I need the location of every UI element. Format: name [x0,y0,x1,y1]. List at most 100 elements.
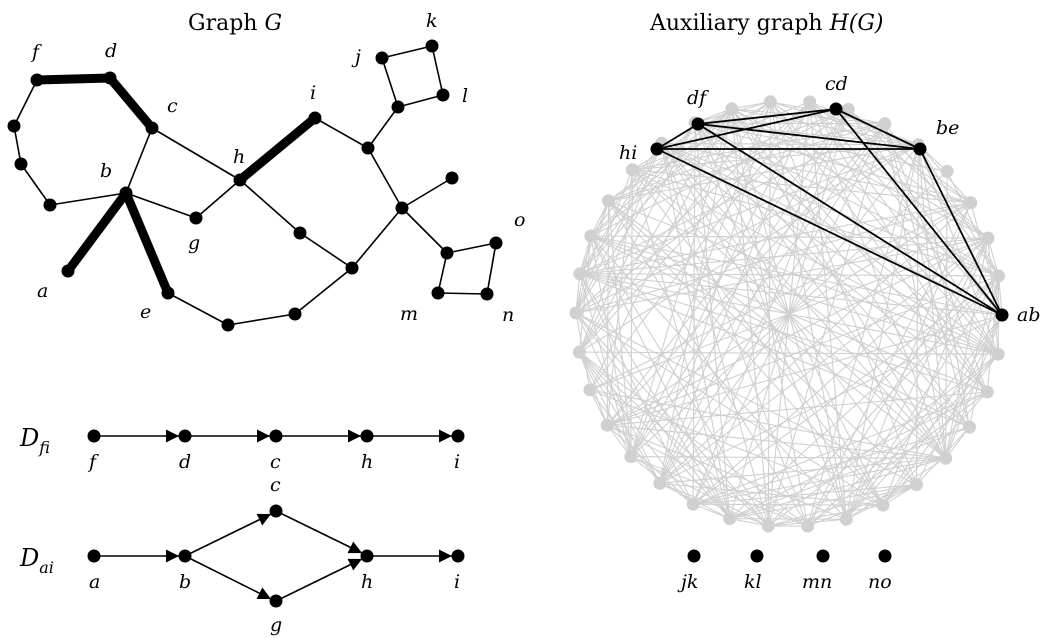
aux-faded-edge [575,312,731,519]
aux-faded-edge [731,108,847,520]
d-ai-label-c: c [270,474,281,496]
graph-g: Graph G [7,10,525,332]
aux-node-df [691,117,705,131]
aux-faded-edge [590,235,999,355]
vertex [14,157,28,171]
d-fi-node-f [87,429,101,443]
d-ai-node-b [178,549,192,563]
aux-faded-edge [731,108,769,527]
aux-faded-node [910,478,923,492]
d-fi-node-i [451,429,465,443]
vertex-k [425,39,439,53]
aux-faded-edge [579,144,919,353]
label-j: j [351,46,361,68]
aux-faded-edge [731,108,989,239]
aux-faded-edge [590,235,847,520]
aux-faded-edge [632,108,733,171]
aux-faded-node [653,476,667,490]
aux-node-be [913,142,927,156]
label-b: b [100,160,112,182]
aux-node-hi [650,142,664,156]
aux-faded-edge [579,351,999,355]
aux-node-kl [750,549,764,563]
aux-faded-edge [729,518,769,527]
graph-g-edges [13,45,497,326]
vertex-d [103,71,117,85]
d-ai-node-g [269,594,283,608]
aux-faded-edge [731,108,988,393]
aux-faded-node [602,194,615,208]
aux-faded-edge [579,108,733,275]
aux-faded-node [876,498,890,512]
aux-faded-edge [882,353,999,506]
aux-faded-edge [579,202,971,275]
vertex [361,141,375,155]
aux-faded-node [686,497,700,511]
aux-faded-edge [661,142,971,204]
vertex [440,246,454,260]
d-ai-node-c [269,504,283,518]
graph-g-vertices [7,39,503,332]
aux-faded-edge [575,237,989,314]
d-fi-diagram: Dfi f d c h i [19,424,465,473]
d-ai-label-a: a [89,571,100,593]
vertex [43,198,57,212]
aux-faded-edge [768,504,884,527]
vertex [395,201,409,215]
aux-faded-edge [607,424,808,527]
aux-faded-edge [882,314,1003,506]
heavy-edge-dc [105,73,157,133]
aux-faded-edge [575,122,696,314]
vertex-c [145,121,159,135]
aux-label-no: no [868,571,892,593]
aux-faded-edge [579,122,696,275]
aux-faded-edge [661,143,947,459]
vertex-e [161,286,175,300]
aux-faded-edge [578,351,694,505]
d-fi-label: Dfi [19,424,50,457]
aux-isolated-nodes [687,549,892,563]
aux-faded-edge [578,122,696,353]
aux-label-ab: ab [1017,304,1041,326]
aux-faded-node [625,163,639,177]
aux-faded-edge [608,200,947,459]
aux-faded-edge [630,123,886,458]
label-e: e [140,301,151,323]
aux-faded-node [964,196,978,210]
aux-faded-edge [590,235,1003,316]
vertex-g [189,211,203,225]
aux-faded-edge [661,142,1003,316]
aux-faded-edge [575,312,917,486]
aux-graph-title: Auxiliary graph H(G) [649,11,884,36]
aux-faded-edge [579,144,919,275]
aux-faded-edge [659,109,849,484]
label-d: d [105,40,117,62]
aux-node-ab [995,308,1009,322]
aux-faded-edge [608,200,884,506]
aux-faded-edge [731,108,919,146]
d-fi-node-c [269,429,283,443]
aux-faded-edge [631,169,884,506]
aux-label-kl: kl [744,571,762,593]
aux-faded-node [878,117,892,131]
d-ai-node-h [360,549,374,563]
aux-faded-edge [729,426,970,520]
d-ai-diagram: Dai c a b h i g [19,474,465,636]
vertex [7,119,21,133]
label-a: a [37,280,48,302]
label-o: o [514,209,525,231]
aux-faded-node [624,450,638,464]
aux-node-mn [816,549,830,563]
aux-faded-edge [807,202,972,527]
vertex-a [61,264,75,278]
aux-label-df: df [687,87,709,109]
aux-node-jk [687,549,701,563]
d-ai-label: Dai [19,544,54,577]
aux-faded-edge [579,273,970,428]
aux-faded-edge [579,237,989,275]
aux-faded-edge [694,122,947,459]
aux-faded-edge [693,457,946,505]
label-m: m [400,303,418,325]
aux-faded-edge [632,123,885,171]
aux-label-cd: cd [825,73,848,95]
